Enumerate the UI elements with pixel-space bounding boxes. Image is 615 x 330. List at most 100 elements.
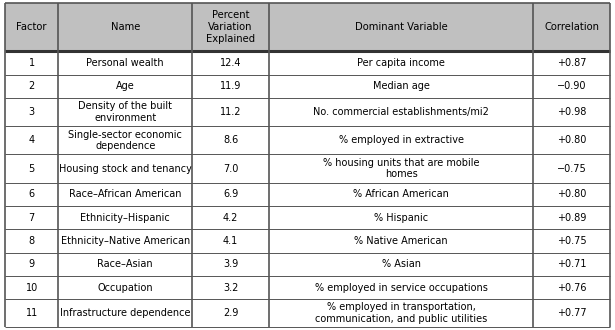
Bar xyxy=(269,206,533,229)
Bar xyxy=(269,51,533,75)
Bar xyxy=(5,126,58,154)
Text: 8: 8 xyxy=(28,236,34,246)
Bar xyxy=(269,299,533,327)
Text: 3.2: 3.2 xyxy=(223,282,238,292)
Bar xyxy=(533,183,610,206)
Bar xyxy=(533,126,610,154)
Bar xyxy=(533,206,610,229)
Bar xyxy=(58,3,192,51)
Bar xyxy=(269,98,533,126)
Text: Correlation: Correlation xyxy=(544,22,599,32)
Bar xyxy=(58,75,192,98)
Bar xyxy=(5,183,58,206)
Text: % African American: % African American xyxy=(353,189,449,199)
Bar xyxy=(58,154,192,183)
Text: 10: 10 xyxy=(26,282,38,292)
Bar xyxy=(192,276,269,299)
Text: Density of the built
environment: Density of the built environment xyxy=(78,101,172,123)
Text: +0.80: +0.80 xyxy=(557,189,586,199)
Bar xyxy=(533,276,610,299)
Bar xyxy=(5,252,58,276)
Text: Ethnicity–Hispanic: Ethnicity–Hispanic xyxy=(81,213,170,223)
Text: 2: 2 xyxy=(28,82,35,91)
Text: Factor: Factor xyxy=(17,22,47,32)
Text: Occupation: Occupation xyxy=(97,282,153,292)
Text: +0.77: +0.77 xyxy=(557,308,587,318)
Text: +0.80: +0.80 xyxy=(557,135,586,146)
Text: 4.1: 4.1 xyxy=(223,236,238,246)
Text: Dominant Variable: Dominant Variable xyxy=(355,22,448,32)
Text: +0.76: +0.76 xyxy=(557,282,586,292)
Bar xyxy=(192,299,269,327)
Text: −0.75: −0.75 xyxy=(557,164,587,174)
Text: +0.87: +0.87 xyxy=(557,58,586,68)
Bar xyxy=(5,98,58,126)
Bar xyxy=(192,3,269,51)
Bar xyxy=(269,3,533,51)
Text: Per capita income: Per capita income xyxy=(357,58,445,68)
Bar xyxy=(58,276,192,299)
Text: +0.98: +0.98 xyxy=(557,107,586,117)
Text: 11.9: 11.9 xyxy=(220,82,241,91)
Bar xyxy=(5,206,58,229)
Text: Personal wealth: Personal wealth xyxy=(87,58,164,68)
Text: 2.9: 2.9 xyxy=(223,308,238,318)
Bar xyxy=(533,154,610,183)
Text: Age: Age xyxy=(116,82,135,91)
Bar xyxy=(269,252,533,276)
Bar xyxy=(58,252,192,276)
Text: 8.6: 8.6 xyxy=(223,135,238,146)
Bar xyxy=(533,3,610,51)
Text: Infrastructure dependence: Infrastructure dependence xyxy=(60,308,191,318)
Text: +0.71: +0.71 xyxy=(557,259,586,269)
Bar xyxy=(269,154,533,183)
Bar xyxy=(533,229,610,252)
Bar xyxy=(58,183,192,206)
Text: 4: 4 xyxy=(28,135,34,146)
Text: Name: Name xyxy=(111,22,140,32)
Bar xyxy=(5,3,58,51)
Bar xyxy=(58,51,192,75)
Text: Percent
Variation
Explained: Percent Variation Explained xyxy=(206,11,255,44)
Bar xyxy=(533,98,610,126)
Bar xyxy=(533,51,610,75)
Text: % Native American: % Native American xyxy=(354,236,448,246)
Bar xyxy=(269,75,533,98)
Text: 7.0: 7.0 xyxy=(223,164,238,174)
Bar xyxy=(58,229,192,252)
Bar xyxy=(5,229,58,252)
Text: 11.2: 11.2 xyxy=(220,107,241,117)
Text: % employed in service occupations: % employed in service occupations xyxy=(315,282,488,292)
Text: 7: 7 xyxy=(28,213,35,223)
Bar xyxy=(192,206,269,229)
Text: +0.75: +0.75 xyxy=(557,236,587,246)
Bar xyxy=(533,299,610,327)
Bar xyxy=(192,229,269,252)
Text: % Asian: % Asian xyxy=(381,259,421,269)
Text: 9: 9 xyxy=(28,259,34,269)
Bar xyxy=(192,154,269,183)
Bar xyxy=(192,98,269,126)
Bar xyxy=(533,252,610,276)
Text: Single-sector economic
dependence: Single-sector economic dependence xyxy=(68,130,182,151)
Bar xyxy=(58,299,192,327)
Text: −0.90: −0.90 xyxy=(557,82,586,91)
Bar xyxy=(5,299,58,327)
Bar xyxy=(5,75,58,98)
Text: 4.2: 4.2 xyxy=(223,213,238,223)
Bar xyxy=(192,75,269,98)
Text: % employed in transportation,
communication, and public utilities: % employed in transportation, communicat… xyxy=(315,303,487,324)
Bar xyxy=(192,126,269,154)
Bar xyxy=(58,126,192,154)
Text: No. commercial establishments/mi2: No. commercial establishments/mi2 xyxy=(313,107,489,117)
Bar xyxy=(269,126,533,154)
Text: % Hispanic: % Hispanic xyxy=(374,213,428,223)
Text: +0.89: +0.89 xyxy=(557,213,586,223)
Bar xyxy=(192,252,269,276)
Bar xyxy=(5,51,58,75)
Text: 3: 3 xyxy=(28,107,34,117)
Text: % employed in extractive: % employed in extractive xyxy=(339,135,464,146)
Text: 6.9: 6.9 xyxy=(223,189,238,199)
Bar xyxy=(192,51,269,75)
Bar xyxy=(5,276,58,299)
